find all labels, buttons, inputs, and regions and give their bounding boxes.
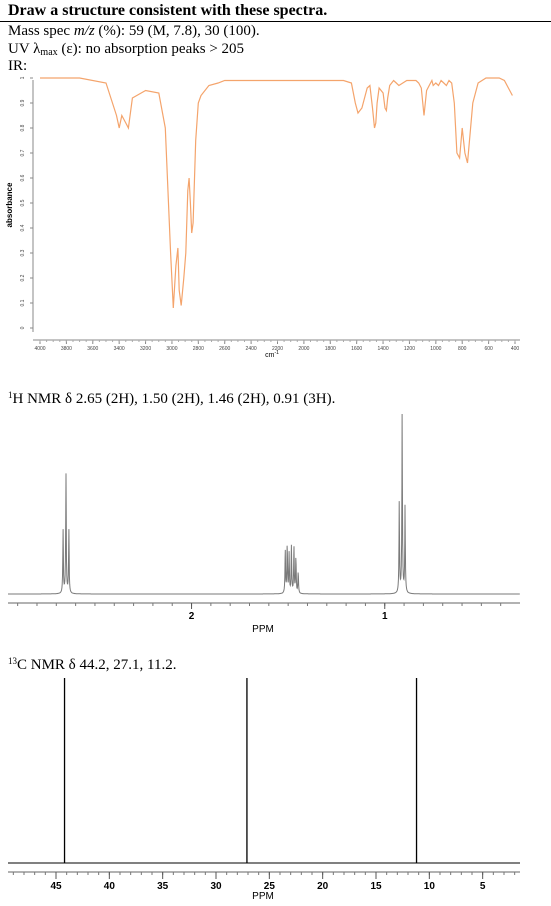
- ir-ytick-label: 0.1: [20, 299, 26, 306]
- ir-ytick-label: 0.2: [20, 274, 26, 281]
- h-nmr-xtick-label: 2: [189, 611, 195, 622]
- c-nmr-text: C NMR δ 44.2, 27.1, 11.2.: [17, 657, 177, 673]
- ir-xtick-label: 2800: [193, 346, 204, 352]
- ir-xtick-label: 3600: [87, 346, 98, 352]
- c-nmr-xtick-label: 15: [370, 881, 382, 892]
- ir-xtick-label: 600: [484, 346, 493, 352]
- ir-xlabel-sup: -1: [274, 350, 279, 356]
- ir-xtick-label: 400: [511, 346, 520, 352]
- ir-ytick-label: 0: [20, 326, 26, 329]
- ir-xtick-label: 2000: [298, 346, 309, 352]
- ir-xtick-label: 3200: [140, 346, 151, 352]
- ir-xtick-label: 1200: [404, 346, 415, 352]
- ir-xtick-label: 3400: [114, 346, 125, 352]
- ir-xtick-label: 2200: [272, 346, 283, 352]
- ir-ytick-label: 0.6: [20, 174, 26, 181]
- problem-title: Draw a structure consistent with these s…: [8, 2, 328, 19]
- h-nmr-spectrum-line: [8, 413, 520, 595]
- c-nmr-xtick-label: 25: [264, 881, 276, 892]
- ir-ytick-label: 0.4: [20, 224, 26, 231]
- ir-ytick-label: 0.5: [20, 199, 26, 206]
- ir-xtick-label: 1800: [325, 346, 336, 352]
- mass-spec-prefix: Mass spec: [8, 23, 74, 39]
- ir-xtick-label: 3800: [61, 346, 72, 352]
- c-nmr-xtick-label: 40: [104, 881, 116, 892]
- uv-subscript: max: [40, 47, 58, 58]
- c-nmr-xlabel: PPM: [252, 891, 274, 902]
- ir-spectrum-line: [40, 77, 513, 309]
- ir-xtick-label: 2400: [246, 346, 257, 352]
- ir-ylabel: absorbance: [5, 182, 14, 227]
- ir-ytick-label: 0.3: [20, 249, 26, 256]
- c-nmr-peaks: [63, 678, 418, 863]
- uv-line: UV λmax (ε): no absorption peaks > 205: [8, 41, 244, 58]
- ir-xtick-label: 1400: [377, 346, 388, 352]
- mass-spec-line: Mass spec m/z (%): 59 (M, 7.8), 30 (100)…: [8, 23, 260, 40]
- ir-xtick-label: 4000: [34, 346, 45, 352]
- ir-ytick-label: 0.7: [20, 149, 26, 156]
- h-nmr-superscript: 1: [8, 390, 13, 400]
- ir-ytick-label: 1: [20, 76, 26, 79]
- mass-spec-mz: m/z: [73, 23, 95, 39]
- ir-axes: 0 0.1 0.2 0.3 0.4 0.5 0.6 0.7 0.8 0.9 1 4000 3800 360…: [20, 76, 520, 352]
- ir-ytick-label: 0.9: [20, 99, 26, 106]
- title-rule: [0, 21, 551, 22]
- ir-ytick-label: 0.8: [20, 124, 26, 131]
- c-nmr-xtick-label: 10: [424, 881, 436, 892]
- ir-xtick-label: 1000: [430, 346, 441, 352]
- c-nmr-xtick-label: 45: [50, 881, 62, 892]
- ir-xtick-label: 2600: [219, 346, 230, 352]
- c-nmr-axes: 45 40 35 30 25 20 15 10 5: [8, 862, 520, 892]
- ir-xtick-label: 1600: [351, 346, 362, 352]
- ir-xlabel-main: cm: [265, 352, 275, 359]
- uv-prefix: UV λ: [8, 41, 41, 57]
- ir-xtick-label: 800: [458, 346, 467, 352]
- h-nmr-line: 1H NMR δ 2.65 (2H), 1.50 (2H), 1.46 (2H)…: [8, 390, 335, 408]
- c-nmr-superscript: 13: [8, 656, 17, 666]
- h-nmr-text: H NMR δ 2.65 (2H), 1.50 (2H), 1.46 (2H),…: [12, 391, 336, 407]
- h-nmr-xtick-label: 1: [382, 611, 388, 622]
- mass-spec-values: (%): 59 (M, 7.8), 30 (100).: [94, 23, 260, 39]
- c-nmr-line: 13C NMR δ 44.2, 27.1, 11.2.: [8, 656, 176, 674]
- ir-label: IR:: [8, 58, 28, 74]
- ir-xtick-label: 3000: [166, 346, 177, 352]
- ir-xlabel: cm-1: [265, 350, 279, 359]
- c-nmr-xtick-label: 30: [210, 881, 222, 892]
- c-nmr-xtick-label: 35: [157, 881, 169, 892]
- uv-values: (ε): no absorption peaks > 205: [57, 41, 245, 57]
- c-nmr-xtick-label: 20: [317, 881, 329, 892]
- c-nmr-xtick-label: 5: [480, 881, 486, 892]
- h-nmr-xlabel: PPM: [252, 624, 274, 635]
